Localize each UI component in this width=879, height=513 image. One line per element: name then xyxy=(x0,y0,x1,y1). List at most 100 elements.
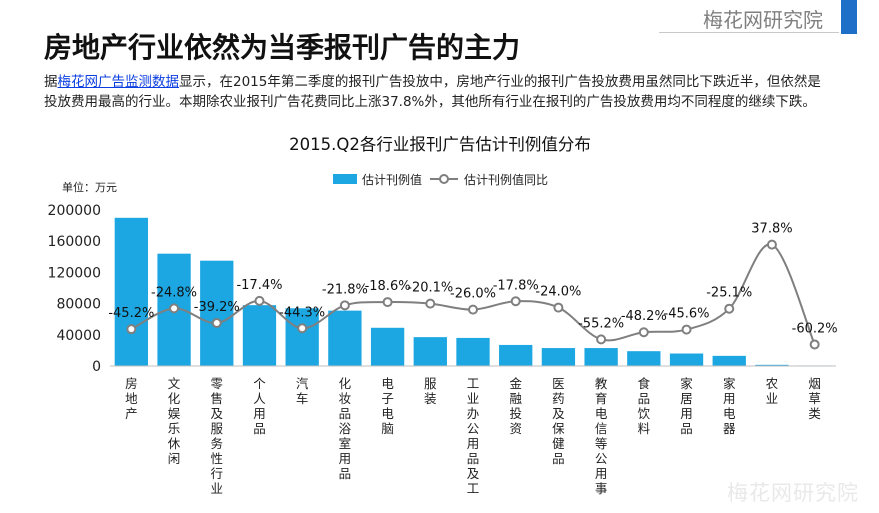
yoy-marker xyxy=(553,302,564,313)
x-tick-char: 电 xyxy=(381,406,394,421)
x-tick-label: 医药及保健品 xyxy=(552,376,565,466)
brand-accent-bar xyxy=(841,0,857,34)
x-tick-char: 烟 xyxy=(808,376,821,391)
y-tick-label: 0 xyxy=(92,359,101,375)
bar xyxy=(541,348,576,366)
watermark: 梅花网研究院 xyxy=(727,481,859,505)
x-tick-char: 办 xyxy=(467,406,480,421)
x-tick-char: 人 xyxy=(253,391,266,406)
bar xyxy=(200,260,234,366)
x-tick-char: 品 xyxy=(253,421,266,436)
x-tick-char: 等 xyxy=(595,436,608,451)
x-tick-char: 及 xyxy=(552,406,565,421)
yoy-label: -24.8% xyxy=(151,285,197,300)
x-tick-char: 金 xyxy=(509,376,522,391)
x-tick-char: 保 xyxy=(552,421,565,436)
yoy-label: -39.2% xyxy=(194,300,240,315)
yoy-marker xyxy=(510,296,521,307)
x-tick-char: 公 xyxy=(595,451,608,466)
x-tick-char: 性 xyxy=(211,451,224,466)
yoy-marker xyxy=(596,334,607,345)
x-tick-char: 行 xyxy=(211,466,224,481)
yoy-label: -45.6% xyxy=(664,307,710,322)
yoy-marker xyxy=(724,303,735,314)
x-tick-label: 家用电器 xyxy=(723,376,736,436)
yoy-line xyxy=(130,243,816,345)
x-tick-char: 闲 xyxy=(168,451,181,466)
yoy-marker xyxy=(126,324,137,335)
yoy-marker xyxy=(339,300,350,311)
x-tick-label: 文化娱乐休闲 xyxy=(168,376,181,466)
y-tick-label: 160000 xyxy=(48,234,101,250)
x-tick-char: 饮 xyxy=(638,406,651,421)
x-tick-char: 室 xyxy=(339,436,352,451)
legend: 估计刊例值 估计刊例值同比 xyxy=(333,172,548,187)
x-tick-char: 产 xyxy=(125,406,138,421)
bar xyxy=(584,348,618,366)
x-tick-char: 汽 xyxy=(296,376,309,391)
intro-source-link[interactable]: 梅花网广告监测数据 xyxy=(57,74,180,90)
x-tick-char: 业 xyxy=(766,391,779,406)
x-tick-char: 品 xyxy=(339,466,352,481)
x-tick-char: 类 xyxy=(808,406,821,421)
x-tick-char: 业 xyxy=(211,481,224,496)
x-tick-char: 公 xyxy=(467,421,480,436)
yoy-marker xyxy=(254,295,265,306)
x-tick-label: 食品饮料 xyxy=(638,376,651,436)
yoy-marker xyxy=(169,303,180,314)
x-tick-char: 用 xyxy=(723,391,736,406)
x-tick-char: 文 xyxy=(168,376,181,391)
x-tick-char: 服 xyxy=(211,421,224,436)
x-tick-char: 电 xyxy=(381,376,394,391)
x-axis-labels: 房地产文化娱乐休闲零售及服务性行业个人用品汽车化妆品浴室用品电子电脑服装工业办公… xyxy=(125,376,821,496)
x-tick-char: 化 xyxy=(168,391,181,406)
y-tick-label: 200000 xyxy=(48,203,101,219)
x-tick-char: 脑 xyxy=(381,421,394,436)
brand-logo-text: 梅花网研究院 xyxy=(703,8,823,32)
x-tick-char: 用 xyxy=(680,406,693,421)
yoy-marker xyxy=(766,239,777,250)
x-tick-label: 金融投资 xyxy=(509,376,522,436)
legend-bar-swatch xyxy=(333,174,357,184)
x-tick-char: 品 xyxy=(339,406,352,421)
x-tick-char: 料 xyxy=(638,421,651,436)
x-tick-char: 及 xyxy=(211,406,224,421)
y-tick-label: 40000 xyxy=(56,328,101,344)
x-tick-char: 化 xyxy=(339,376,352,391)
yoy-label: -55.2% xyxy=(578,316,624,331)
bar xyxy=(669,353,704,366)
yoy-marker xyxy=(211,318,222,329)
x-tick-char: 服 xyxy=(424,376,437,391)
x-tick-char: 草 xyxy=(808,391,821,406)
page-title: 房地产行业依然为当季报刊广告的主力 xyxy=(44,31,521,64)
yoy-label: -25.1% xyxy=(706,286,752,301)
bar xyxy=(627,351,661,366)
x-tick-label: 个人用品 xyxy=(253,376,266,436)
x-tick-char: 家 xyxy=(680,376,693,391)
y-tick-label: 120000 xyxy=(48,265,101,281)
yoy-marker xyxy=(681,324,692,335)
x-tick-char: 电 xyxy=(595,406,608,421)
yoy-labels: -45.2% -24.8%-39.2% -17.4% -44.3% -21.8%-18.… xyxy=(108,222,837,337)
yoy-markers xyxy=(126,239,820,350)
yoy-marker xyxy=(382,297,393,308)
yoy-marker xyxy=(425,298,436,309)
yoy-label: -26.0% xyxy=(450,287,496,302)
x-tick-char: 信 xyxy=(595,421,608,436)
intro-body: 显示，在2015年第二季度的报刊广告投放中，房地产行业的报刊广告投放费用虽然同比… xyxy=(44,74,821,110)
x-tick-label: 电子电脑 xyxy=(381,376,394,436)
x-tick-char: 子 xyxy=(381,391,394,406)
yoy-label: -17.4% xyxy=(236,278,282,293)
x-tick-char: 房 xyxy=(125,376,138,391)
x-tick-label: 农业 xyxy=(766,376,779,406)
yoy-marker xyxy=(809,339,820,350)
x-tick-char: 个 xyxy=(253,376,266,391)
yoy-label: -18.6% xyxy=(365,279,411,294)
yoy-marker xyxy=(297,323,308,334)
legend-bar-label: 估计刊例值 xyxy=(362,172,422,187)
bar xyxy=(242,305,277,366)
intro-paragraph: 据梅花网广告监测数据显示，在2015年第二季度的报刊广告投放中，房地产行业的报刊… xyxy=(44,72,834,112)
x-tick-char: 乐 xyxy=(168,421,181,436)
x-tick-char: 居 xyxy=(680,391,693,406)
x-tick-char: 用 xyxy=(339,451,352,466)
